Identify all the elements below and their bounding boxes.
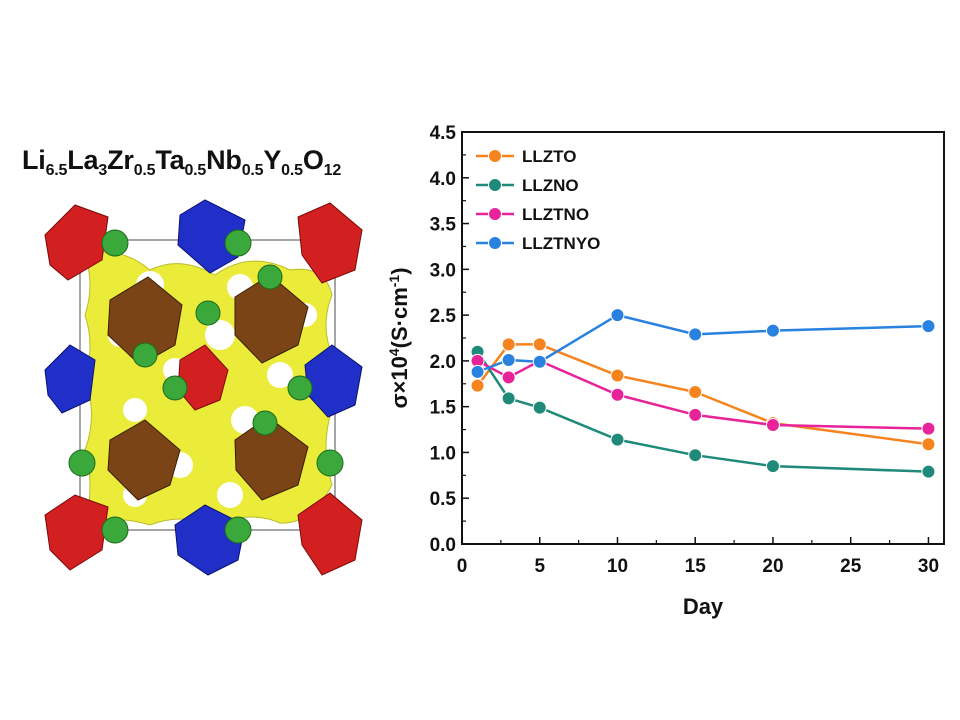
- data-point-llzno: [501, 391, 516, 406]
- formula-title: Li6.5La3Zr0.5Ta0.5Nb0.5Y0.5O12: [22, 145, 341, 180]
- formula-element: Zr: [107, 145, 134, 175]
- data-point-llztno: [501, 370, 516, 385]
- legend-label-llzto: LLZTO: [522, 147, 576, 166]
- x-tick-label: 20: [762, 556, 783, 577]
- y-tick-label: 0.0: [430, 535, 456, 556]
- brown-octahedra: [107, 274, 309, 501]
- formula-element: Nb: [206, 145, 242, 175]
- data-point-llztnyo: [470, 364, 485, 379]
- y-axis-label-part: ): [387, 267, 412, 274]
- formula-element: O: [302, 145, 324, 175]
- y-tick-label: 4.5: [430, 123, 457, 144]
- data-point-llztno: [921, 421, 936, 436]
- data-point-llzto: [688, 385, 703, 400]
- data-point-llzno: [688, 448, 703, 463]
- y-axis-label-part: (S·cm: [387, 287, 412, 348]
- y-tick-label: 4.0: [430, 169, 456, 190]
- x-tick-label: 25: [840, 556, 862, 577]
- formula-element: Y: [263, 145, 282, 175]
- data-point-llztno: [765, 417, 780, 432]
- formula-element: La: [67, 145, 99, 175]
- y-axis-label: σ×104(S·cm-1): [386, 267, 412, 408]
- formula-subscript: 12: [323, 162, 342, 179]
- legend-label-llztnyo: LLZTNYO: [522, 234, 600, 253]
- y-axis-label-superscript: -1: [386, 275, 402, 288]
- y-tick-label: 2.0: [430, 352, 456, 373]
- data-point-llzto: [921, 437, 936, 452]
- formula-subscript: 3: [98, 162, 108, 179]
- green-spheres: [68, 229, 344, 544]
- data-point-llztnyo: [501, 352, 516, 367]
- formula-subscript: 0.5: [184, 162, 207, 179]
- y-tick-label: 1.0: [430, 443, 456, 464]
- legend-marker-llzno: [488, 178, 502, 192]
- data-point-llztno: [610, 387, 625, 402]
- data-point-llzto: [610, 368, 625, 383]
- x-tick-label: 30: [918, 556, 939, 577]
- legend-marker-llztno: [488, 207, 502, 221]
- data-point-llztnyo: [688, 327, 703, 342]
- formula-subscript: 6.5: [45, 162, 68, 179]
- data-point-llzno: [532, 400, 547, 415]
- data-point-llzto: [501, 337, 516, 352]
- formula-subscript: 0.5: [133, 162, 156, 179]
- legend-marker-llztnyo: [488, 236, 502, 250]
- data-point-llztnyo: [532, 354, 547, 369]
- data-point-llztno: [688, 407, 703, 422]
- y-tick-label: 3.0: [430, 260, 456, 281]
- data-point-llzto: [470, 378, 485, 393]
- y-tick-label: 3.5: [430, 215, 457, 236]
- y-tick-label: 0.5: [430, 489, 457, 510]
- y-axis-label-part: σ×10: [387, 356, 412, 408]
- data-point-llzto: [532, 337, 547, 352]
- data-point-llzno: [610, 432, 625, 447]
- x-tick-label: 15: [685, 556, 707, 577]
- formula-element: Li: [22, 145, 46, 175]
- data-point-llzno: [765, 459, 780, 474]
- formula-subscript: 0.5: [281, 162, 303, 179]
- legend-marker-llzto: [488, 149, 502, 163]
- x-tick-label: 0: [457, 556, 468, 577]
- data-point-llztnyo: [765, 323, 780, 338]
- y-tick-label: 1.5: [430, 398, 457, 419]
- legend-label-llzno: LLZNO: [522, 176, 579, 195]
- conductivity-line-chart: 0.0 0.5 1.0 1.5 2.0 2.5 3.0 3.5 4.0 4.5 0 5 10 15 20 25…: [386, 123, 945, 619]
- formula-element: Ta: [155, 145, 185, 175]
- x-tick-label: 5: [534, 556, 545, 577]
- formula-subscript: 0.5: [241, 162, 264, 179]
- data-point-llzno: [921, 464, 936, 479]
- data-point-llztnyo: [610, 308, 625, 323]
- x-axis-label: Day: [683, 594, 724, 619]
- y-axis-label-superscript: 4: [386, 348, 402, 356]
- x-tick-label: 10: [607, 556, 628, 577]
- crystal-structure-illustration: [44, 199, 363, 576]
- red-octahedra: [44, 202, 363, 576]
- legend-label-llztno: LLZTNO: [522, 205, 589, 224]
- data-point-llztnyo: [921, 319, 936, 334]
- y-tick-label: 2.5: [430, 306, 457, 327]
